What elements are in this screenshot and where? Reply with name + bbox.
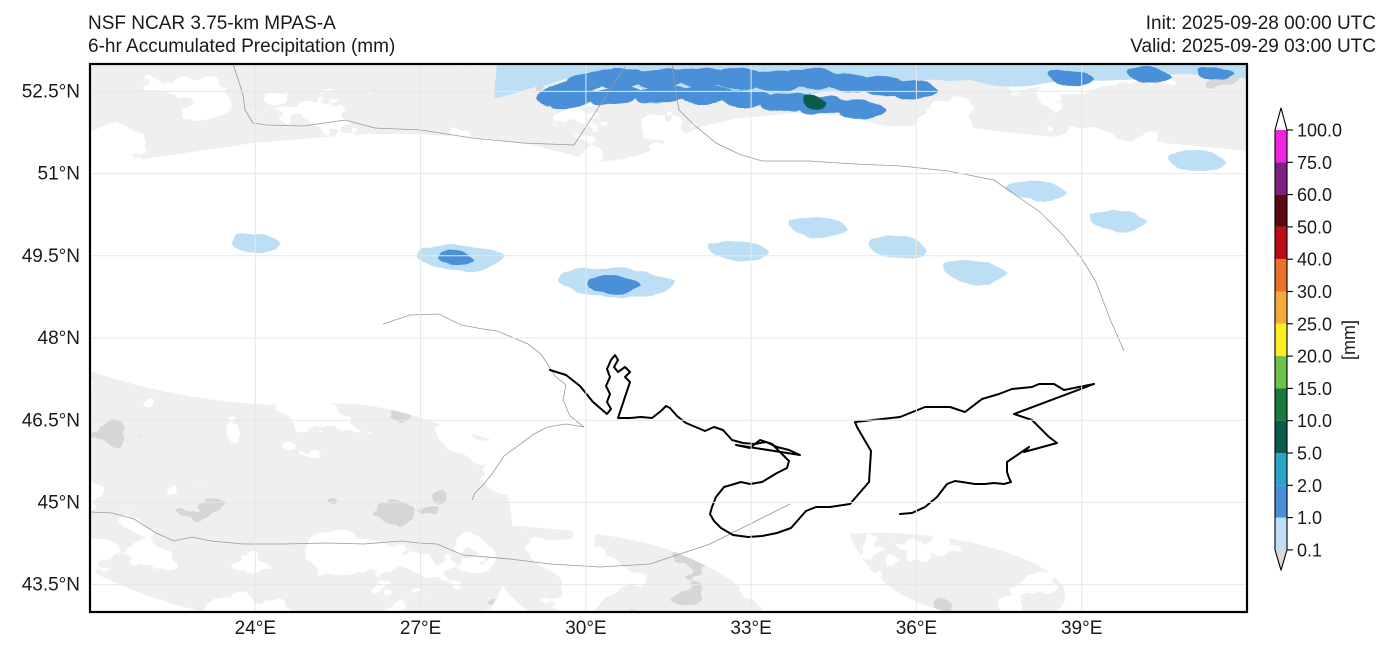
svg-text:0.1: 0.1 xyxy=(1297,540,1322,560)
svg-text:15.0: 15.0 xyxy=(1297,379,1332,399)
svg-text:2.0: 2.0 xyxy=(1297,476,1322,496)
svg-text:27°E: 27°E xyxy=(400,618,441,639)
svg-text:5.0: 5.0 xyxy=(1297,444,1322,464)
svg-text:49.5°N: 49.5°N xyxy=(22,246,80,267)
svg-text:52.5°N: 52.5°N xyxy=(22,82,80,103)
svg-text:75.0: 75.0 xyxy=(1297,153,1332,173)
svg-text:30°E: 30°E xyxy=(565,618,606,639)
svg-text:10.0: 10.0 xyxy=(1297,411,1332,431)
svg-text:33°E: 33°E xyxy=(730,618,771,639)
svg-text:24°E: 24°E xyxy=(235,618,276,639)
svg-text:100.0: 100.0 xyxy=(1297,121,1342,141)
svg-text:[mm]: [mm] xyxy=(1339,320,1359,360)
svg-text:30.0: 30.0 xyxy=(1297,282,1332,302)
svg-text:50.0: 50.0 xyxy=(1297,217,1332,237)
svg-text:46.5°N: 46.5°N xyxy=(22,410,80,431)
svg-text:1.0: 1.0 xyxy=(1297,508,1322,528)
svg-text:48°N: 48°N xyxy=(38,328,80,349)
svg-text:36°E: 36°E xyxy=(896,618,937,639)
svg-text:40.0: 40.0 xyxy=(1297,250,1332,270)
svg-text:25.0: 25.0 xyxy=(1297,314,1332,334)
svg-text:20.0: 20.0 xyxy=(1297,347,1332,367)
svg-text:39°E: 39°E xyxy=(1061,618,1102,639)
svg-text:45°N: 45°N xyxy=(38,493,80,514)
svg-text:51°N: 51°N xyxy=(38,164,80,185)
svg-text:43.5°N: 43.5°N xyxy=(22,575,80,596)
svg-text:60.0: 60.0 xyxy=(1297,185,1332,205)
